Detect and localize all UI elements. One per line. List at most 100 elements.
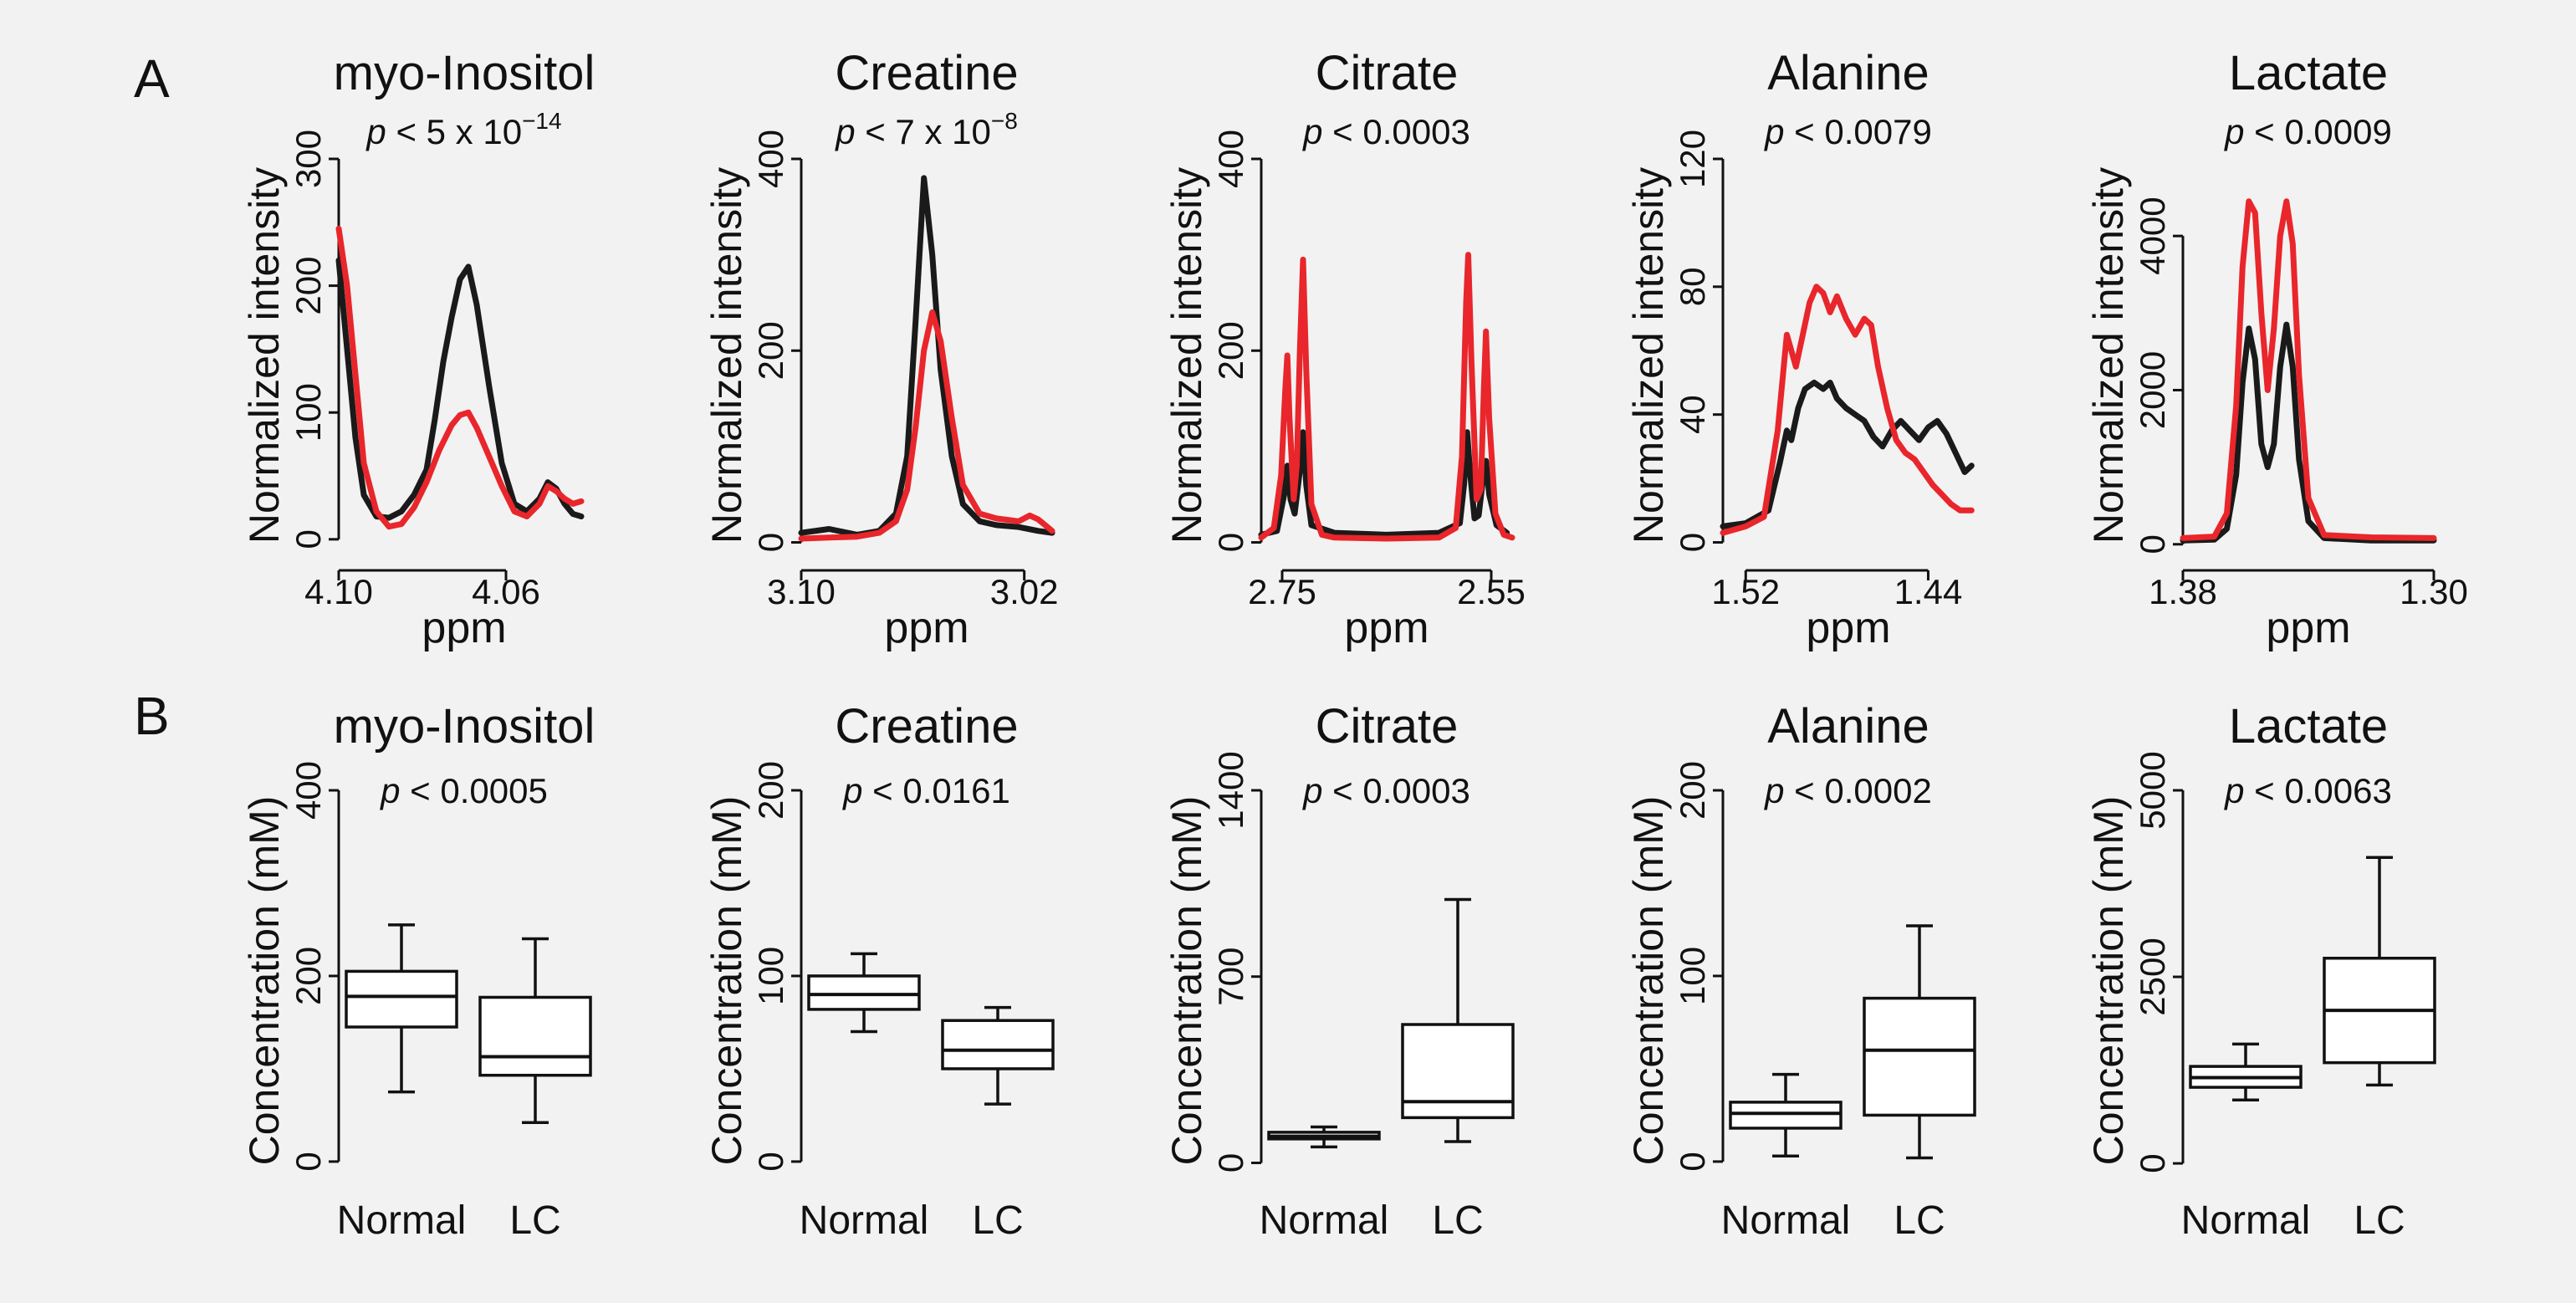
p-symbol: p bbox=[2223, 771, 2244, 810]
y-tick-label: 0 bbox=[1211, 533, 1250, 552]
y-axis-label: Normalized intensity bbox=[241, 167, 288, 544]
p-value-text: < 0.0003 bbox=[1323, 112, 1470, 151]
y-tick-label: 0 bbox=[751, 533, 790, 552]
y-tick-label: 80 bbox=[1673, 267, 1712, 306]
p-value: p < 0.0161 bbox=[841, 771, 1010, 810]
y-axis-label: Concentration (mM) bbox=[1163, 796, 1210, 1166]
series-line-lc bbox=[1720, 284, 1975, 536]
x-tick-label: 4.10 bbox=[304, 572, 373, 611]
chart-title: Lactate bbox=[2229, 46, 2388, 100]
box-lc bbox=[1401, 897, 1515, 1143]
y-tick-label: 200 bbox=[289, 947, 328, 1005]
y-tick-label: 5000 bbox=[2133, 751, 2172, 829]
x-tick-label: 2.75 bbox=[1248, 572, 1316, 611]
p-value: p < 0.0063 bbox=[2223, 771, 2392, 810]
series-line-lc bbox=[2180, 198, 2437, 541]
boxplot-1: myo-Inositol p < 0.0005 0 200 400Concentrati… bbox=[241, 699, 595, 1243]
y-tick-label: 2000 bbox=[2133, 351, 2172, 429]
x-axis-label: ppm bbox=[884, 604, 969, 652]
category-label: LC bbox=[1432, 1198, 1483, 1243]
x-tick-label: 4.06 bbox=[472, 572, 540, 611]
iqr-box bbox=[478, 995, 592, 1077]
x-axis-label: ppm bbox=[2266, 604, 2350, 652]
x-tick-label: 1.52 bbox=[1711, 572, 1780, 611]
y-tick-label: 4000 bbox=[2133, 197, 2172, 274]
p-value: p < 0.0009 bbox=[2223, 112, 2392, 151]
p-symbol: p bbox=[1763, 112, 1784, 151]
x-tick-label: 2.55 bbox=[1457, 572, 1526, 611]
y-tick-label: 100 bbox=[289, 383, 328, 442]
p-value-text: < 0.0003 bbox=[1323, 771, 1470, 810]
y-axis-label: Normalized intensity bbox=[1625, 167, 1672, 544]
y-tick-label: 400 bbox=[751, 130, 790, 188]
box-normal bbox=[807, 952, 921, 1034]
p-symbol: p bbox=[379, 771, 400, 810]
p-value: p < 0.0079 bbox=[1763, 112, 1932, 151]
series-line-lc bbox=[1258, 252, 1515, 542]
p-symbol: p bbox=[1301, 771, 1322, 810]
y-tick-label: 200 bbox=[751, 321, 790, 380]
p-value-text: < 0.0079 bbox=[1785, 112, 1932, 151]
y-tick-label: 0 bbox=[751, 1152, 790, 1171]
p-value: p < 0.0003 bbox=[1301, 771, 1470, 810]
x-tick-label: 3.02 bbox=[990, 572, 1059, 611]
y-tick-label: 400 bbox=[289, 761, 328, 820]
chart-title: Alanine bbox=[1767, 699, 1929, 754]
x-axis-label: ppm bbox=[422, 604, 506, 652]
box-normal bbox=[345, 923, 458, 1094]
series-line-normal bbox=[798, 175, 1055, 538]
y-tick-label: 120 bbox=[1673, 130, 1712, 188]
p-value-text: < 0.0005 bbox=[401, 771, 548, 810]
chart-title: myo-Inositol bbox=[334, 46, 595, 100]
iqr-box bbox=[941, 1019, 1055, 1071]
y-axis-label: Normalized intensity bbox=[703, 167, 750, 544]
y-axis-label: Concentration (mM) bbox=[241, 796, 288, 1166]
p-symbol: p bbox=[834, 112, 855, 151]
y-tick-label: 200 bbox=[1211, 321, 1250, 380]
iqr-box bbox=[345, 969, 458, 1029]
y-axis-label: Concentration (mM) bbox=[2085, 796, 2132, 1166]
p-value: p < 7 x 10−8 bbox=[834, 108, 1018, 151]
chart-title: Citrate bbox=[1316, 699, 1459, 754]
y-tick-label: 1400 bbox=[1211, 751, 1250, 829]
series-line-lc bbox=[798, 309, 1055, 542]
y-tick-label: 200 bbox=[1673, 761, 1712, 820]
y-axis-label: Normalized intensity bbox=[1163, 167, 1210, 544]
y-tick-label: 200 bbox=[751, 761, 790, 820]
y-axis-label: Normalized intensity bbox=[2085, 167, 2132, 544]
y-tick-label: 200 bbox=[289, 257, 328, 315]
p-value-text: < 0.0002 bbox=[1785, 771, 1932, 810]
iqr-box bbox=[1401, 1023, 1515, 1120]
y-tick-label: 0 bbox=[2133, 1153, 2172, 1173]
series-line-normal bbox=[335, 257, 585, 521]
chart-title: Lactate bbox=[2229, 699, 2388, 754]
category-label: LC bbox=[2354, 1198, 2405, 1243]
box-normal bbox=[1729, 1072, 1843, 1157]
p-value: p < 0.0003 bbox=[1301, 112, 1470, 151]
p-exponent: −14 bbox=[522, 108, 562, 134]
box-lc bbox=[1863, 924, 1976, 1160]
box-lc bbox=[941, 1005, 1055, 1106]
y-tick-label: 0 bbox=[289, 1152, 328, 1171]
category-label: LC bbox=[509, 1198, 560, 1243]
category-label: Normal bbox=[337, 1198, 467, 1243]
chart-title: myo-Inositol bbox=[334, 699, 595, 754]
y-tick-label: 2500 bbox=[2133, 938, 2172, 1015]
chart-title: Creatine bbox=[835, 699, 1018, 754]
p-symbol: p bbox=[1763, 771, 1784, 810]
category-label: Normal bbox=[1260, 1198, 1389, 1243]
box-lc bbox=[478, 937, 592, 1125]
category-label: LC bbox=[1894, 1198, 1945, 1243]
p-value-text: < 7 x 10 bbox=[856, 112, 991, 151]
chart-title: Citrate bbox=[1316, 46, 1459, 100]
y-tick-label: 400 bbox=[1211, 130, 1250, 188]
category-label: Normal bbox=[800, 1198, 929, 1243]
p-value: p < 5 x 10−14 bbox=[365, 108, 561, 151]
box-normal bbox=[1267, 1125, 1381, 1149]
